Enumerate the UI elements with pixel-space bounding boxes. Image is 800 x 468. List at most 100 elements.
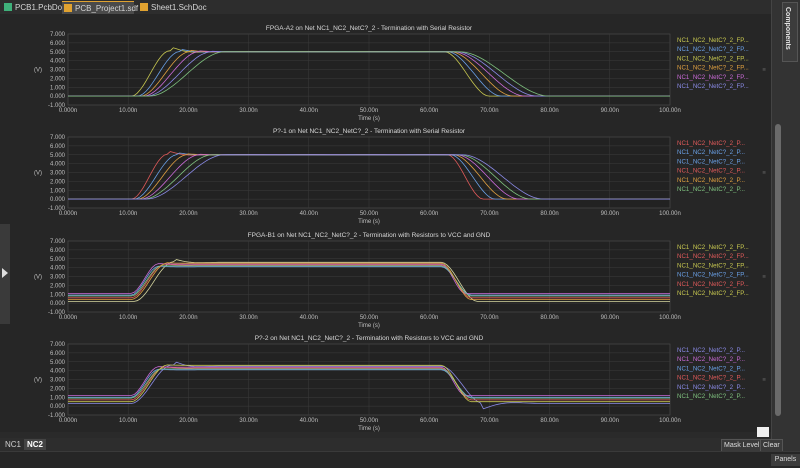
legend-entry: NC1_NC2_NetC?_2_P... [677, 384, 745, 391]
legend-scroll-icon: ≡ [762, 68, 766, 74]
y-tick-label: 5.000 [50, 50, 66, 56]
x-tick-label: 20.00n [179, 418, 197, 424]
expand-panel-handle[interactable] [0, 224, 10, 324]
y-axis-label: (V) [34, 275, 42, 281]
waveform-trace[interactable] [68, 368, 670, 399]
y-tick-label: 4.000 [50, 266, 66, 272]
legend-entry: NC1_NC2_NetC?_2_FP... [677, 290, 749, 297]
waveform-trace[interactable] [68, 154, 670, 200]
x-tick-label: 40.00n [300, 315, 318, 321]
x-tick-label: 70.00n [480, 418, 498, 424]
tab-label: PCB_Project1.sdf * [75, 4, 144, 13]
y-tick-label: 2.000 [50, 179, 66, 185]
y-tick-label: 1.000 [50, 292, 66, 298]
y-tick-label: 7.000 [50, 239, 66, 245]
document-tab-bar: PCB1.PcbDoc PCB_Project1.sdf * Sheet1.Sc… [0, 0, 771, 15]
legend-entry: NC1_NC2_NetC?_2_P... [677, 158, 745, 165]
y-tick-label: 6.000 [50, 248, 66, 254]
waveform-plot: P?-2 on Net NC1_NC2_NetC?_2 - Terminatio… [34, 335, 766, 432]
bottom-tab-bar [0, 438, 771, 451]
x-tick-label: 90.00n [601, 108, 619, 114]
x-tick-label: 100.00n [659, 418, 681, 424]
tab-nc2[interactable]: NC2 [24, 439, 47, 450]
tab-label: Sheet1.SchDoc [151, 3, 207, 12]
y-tick-label: 0.000 [50, 301, 66, 307]
legend-entry: NC1_NC2_NetC?_2_FP... [677, 244, 749, 251]
legend-entry: NC1_NC2_NetC?_2_P... [677, 375, 745, 382]
y-tick-label: 3.000 [50, 171, 66, 177]
legend-entry: NC1_NC2_NetC?_2_FP... [677, 46, 749, 53]
legend-scroll-icon: ≡ [762, 171, 766, 177]
tab-sheet1-schdoc[interactable]: Sheet1.SchDoc [138, 1, 207, 14]
y-tick-label: 0.000 [50, 94, 66, 100]
x-tick-label: 40.00n [300, 418, 318, 424]
x-tick-label: 100.00n [659, 211, 681, 217]
waveform-trace[interactable] [68, 265, 670, 297]
y-axis-label: (V) [34, 68, 42, 74]
x-tick-label: 0.000n [59, 315, 77, 321]
y-tick-label: 6.000 [50, 351, 66, 357]
waveform-trace[interactable] [68, 368, 670, 398]
status-bar [0, 451, 800, 468]
waveform-trace[interactable] [68, 51, 670, 97]
waveform-plot: P?-1 on Net NC1_NC2_NetC?_2 - Terminatio… [34, 128, 766, 225]
waveform-trace[interactable] [68, 364, 670, 403]
y-tick-label: 5.000 [50, 257, 66, 263]
x-tick-label: 50.00n [360, 418, 378, 424]
x-tick-label: 10.00n [119, 108, 137, 114]
y-tick-label: -1.000 [48, 310, 66, 316]
x-tick-label: 60.00n [420, 211, 438, 217]
waveform-trace[interactable] [68, 265, 670, 296]
legend-entry: NC1_NC2_NetC?_2_P... [677, 365, 745, 372]
legend-entry: NC1_NC2_NetC?_2_P... [677, 347, 745, 354]
plot-title: P?-2 on Net NC1_NC2_NetC?_2 - Terminatio… [255, 335, 484, 342]
x-tick-label: 30.00n [239, 108, 257, 114]
waveform-trace[interactable] [68, 263, 670, 294]
panels-button[interactable]: Panels [771, 454, 800, 466]
y-tick-label: 4.000 [50, 59, 66, 65]
x-tick-label: 70.00n [480, 108, 498, 114]
waveform-charts: FPGA-A2 on Net NC1_NC2_NetC?_2 - Termina… [34, 25, 766, 432]
legend-entry: NC1_NC2_NetC?_2_FP... [677, 65, 749, 72]
y-tick-label: 6.000 [50, 41, 66, 47]
legend-entry: NC1_NC2_NetC?_2_P... [677, 168, 745, 175]
horizontal-scrollbar[interactable] [0, 432, 771, 438]
tab-pcb-project1-sdf[interactable]: PCB_Project1.sdf * [62, 1, 143, 14]
x-tick-label: 60.00n [420, 418, 438, 424]
components-panel-tab[interactable]: Components [782, 2, 798, 62]
x-tick-label: 90.00n [601, 211, 619, 217]
y-tick-label: 7.000 [50, 342, 66, 348]
x-axis-label: Time (s) [358, 426, 380, 432]
y-tick-label: 2.000 [50, 283, 66, 289]
waveform-trace[interactable] [68, 366, 670, 396]
y-tick-label: 7.000 [50, 32, 66, 38]
y-tick-label: 3.000 [50, 68, 66, 74]
x-tick-label: 30.00n [239, 315, 257, 321]
x-tick-label: 80.00n [540, 211, 558, 217]
vertical-scrollbar[interactable] [775, 124, 781, 416]
y-tick-label: 3.000 [50, 378, 66, 384]
legend-entry: NC1_NC2_NetC?_2_FP... [677, 74, 749, 81]
legend-entry: NC1_NC2_NetC?_2_FP... [677, 262, 749, 269]
y-tick-label: 0.000 [50, 404, 66, 410]
x-tick-label: 50.00n [360, 315, 378, 321]
y-tick-label: 2.000 [50, 76, 66, 82]
pcb-doc-icon [4, 3, 12, 11]
legend-entry: NC1_NC2_NetC?_2_FP... [677, 83, 749, 90]
tab-nc1[interactable]: NC1 [5, 440, 22, 449]
tab-pcb1[interactable]: PCB1.PcbDoc [2, 1, 66, 14]
x-tick-label: 70.00n [480, 211, 498, 217]
x-tick-label: 10.00n [119, 315, 137, 321]
y-tick-label: -1.000 [48, 103, 66, 109]
plot-title: FPGA-A2 on Net NC1_NC2_NetC?_2 - Termina… [266, 25, 473, 32]
x-tick-label: 100.00n [659, 315, 681, 321]
legend-scroll-icon: ≡ [762, 378, 766, 384]
legend-entry: NC1_NC2_NetC?_2_FP... [677, 37, 749, 44]
legend-scroll-icon: ≡ [762, 275, 766, 281]
x-tick-label: 0.000n [59, 418, 77, 424]
waveform-trace[interactable] [68, 361, 670, 410]
y-tick-label: 2.000 [50, 386, 66, 392]
x-axis-label: Time (s) [358, 323, 380, 329]
x-tick-label: 10.00n [119, 211, 137, 217]
waveform-trace[interactable] [68, 262, 670, 301]
